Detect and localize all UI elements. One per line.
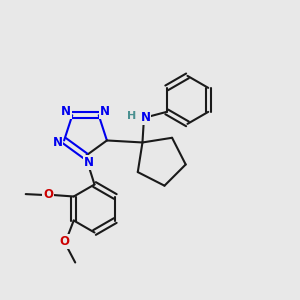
Text: N: N <box>52 136 62 149</box>
Text: N: N <box>100 105 110 118</box>
Text: N: N <box>83 156 94 169</box>
Text: O: O <box>43 188 53 202</box>
Text: O: O <box>60 235 70 248</box>
Text: N: N <box>61 105 71 118</box>
Text: N: N <box>140 111 151 124</box>
Text: H: H <box>127 111 136 122</box>
